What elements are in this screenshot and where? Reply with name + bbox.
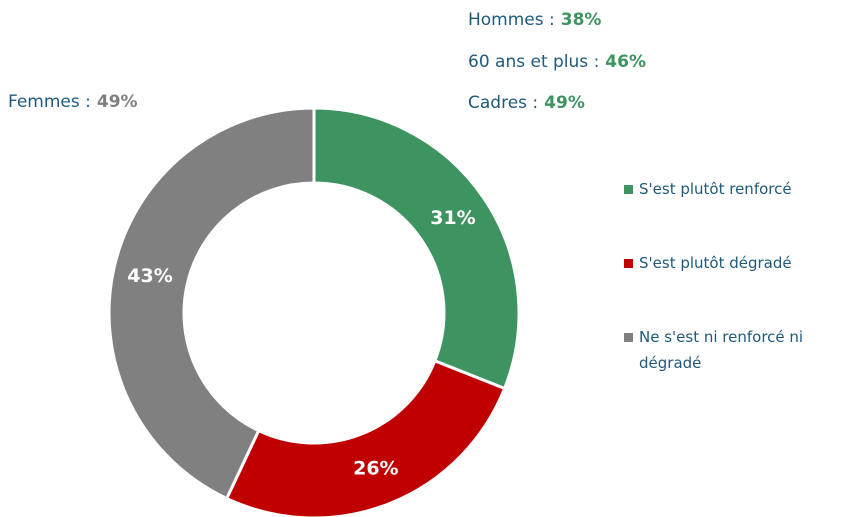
annotation: Hommes : 38%	[468, 10, 601, 30]
annotation: Cadres : 49%	[468, 93, 585, 113]
annotation-label: 60 ans et plus :	[468, 52, 599, 72]
legend-item: S'est plutôt renforcé	[624, 176, 834, 202]
legend-label: Ne s'est ni renforcé ni dégradé	[639, 328, 804, 372]
annotation-value: 46%	[605, 52, 646, 72]
annotation: Femmes : 49%	[8, 92, 138, 112]
data-label: 26%	[353, 458, 398, 480]
annotation-label: Femmes :	[8, 92, 91, 112]
legend-label: S'est plutôt dégradé	[639, 254, 792, 272]
annotation-value: 49%	[97, 92, 138, 112]
data-label: 31%	[430, 207, 475, 229]
legend-item: Ne s'est ni renforcé ni dégradé	[624, 324, 834, 376]
annotation-value: 49%	[544, 93, 585, 113]
legend-label: S'est plutôt renforcé	[639, 180, 792, 198]
annotation-value: 38%	[561, 10, 602, 30]
annotation: 60 ans et plus : 46%	[468, 52, 646, 72]
legend-item: S'est plutôt dégradé	[624, 250, 834, 276]
donut-slice	[107, 106, 316, 501]
data-label: 43%	[127, 265, 172, 287]
legend: S'est plutôt renforcé S'est plutôt dégrad…	[624, 176, 834, 424]
donut-slice	[312, 106, 521, 391]
annotation-label: Hommes :	[468, 10, 555, 30]
annotation-label: Cadres :	[468, 93, 538, 113]
legend-swatch	[624, 185, 633, 194]
legend-swatch	[624, 259, 633, 268]
legend-swatch	[624, 333, 633, 342]
donut-slice	[224, 358, 507, 517]
